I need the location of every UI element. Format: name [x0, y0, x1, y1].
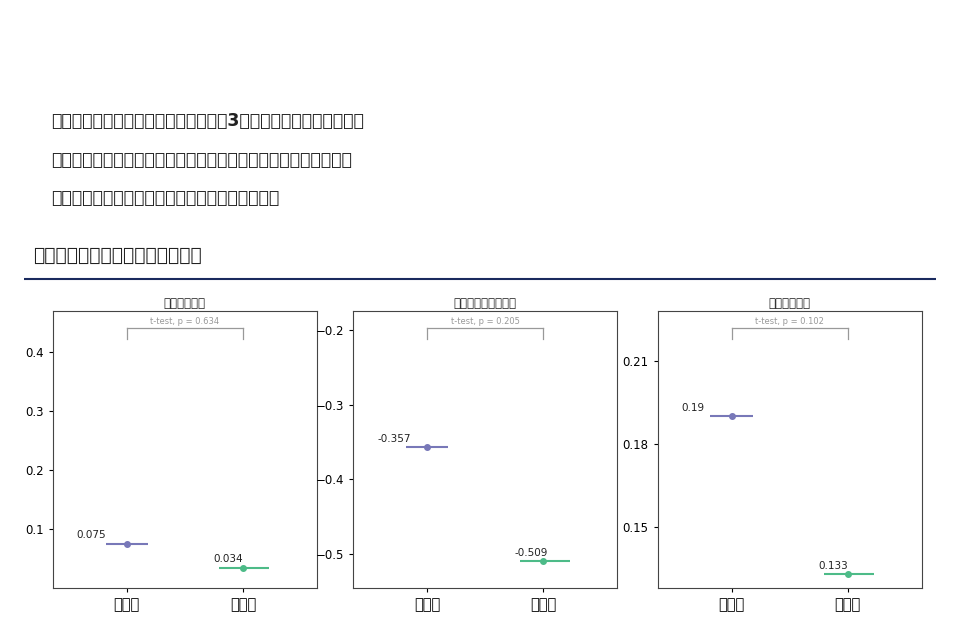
Text: 入群の方が売上金額の伸び率が大きいことを確認: 入群の方が売上金額の伸び率が大きいことを確認 — [52, 189, 279, 207]
Text: 条件１: 条件１ — [450, 16, 510, 49]
Text: 0.034: 0.034 — [214, 554, 244, 564]
Text: 各事業における売上金額の伸び率: 各事業における売上金額の伸び率 — [33, 246, 202, 265]
Text: 介入群の農家数が多い都道府県（上位3位）という条件の下では、: 介入群の農家数が多い都道府県（上位3位）という条件の下では、 — [52, 111, 364, 129]
Title: 農産物の加工: 農産物の加工 — [769, 297, 810, 310]
Text: -0.509: -0.509 — [515, 547, 548, 557]
Text: 0.19: 0.19 — [682, 403, 705, 413]
Text: 0.133: 0.133 — [819, 560, 849, 570]
Title: 貸農園体験農園など: 貸農園体験農園など — [454, 297, 516, 310]
Text: 海外への輸出、貸農園・体験農園事業、農産物加工事業にて、介: 海外への輸出、貸農園・体験農園事業、農産物加工事業にて、介 — [52, 151, 352, 169]
Title: 海外への輸出: 海外への輸出 — [164, 297, 205, 310]
Text: -0.357: -0.357 — [377, 434, 411, 444]
Text: t-test, p = 0.205: t-test, p = 0.205 — [451, 317, 519, 326]
Text: t-test, p = 0.102: t-test, p = 0.102 — [756, 317, 824, 326]
Text: t-test, p = 0.634: t-test, p = 0.634 — [150, 317, 220, 326]
Text: 0.075: 0.075 — [77, 531, 107, 541]
